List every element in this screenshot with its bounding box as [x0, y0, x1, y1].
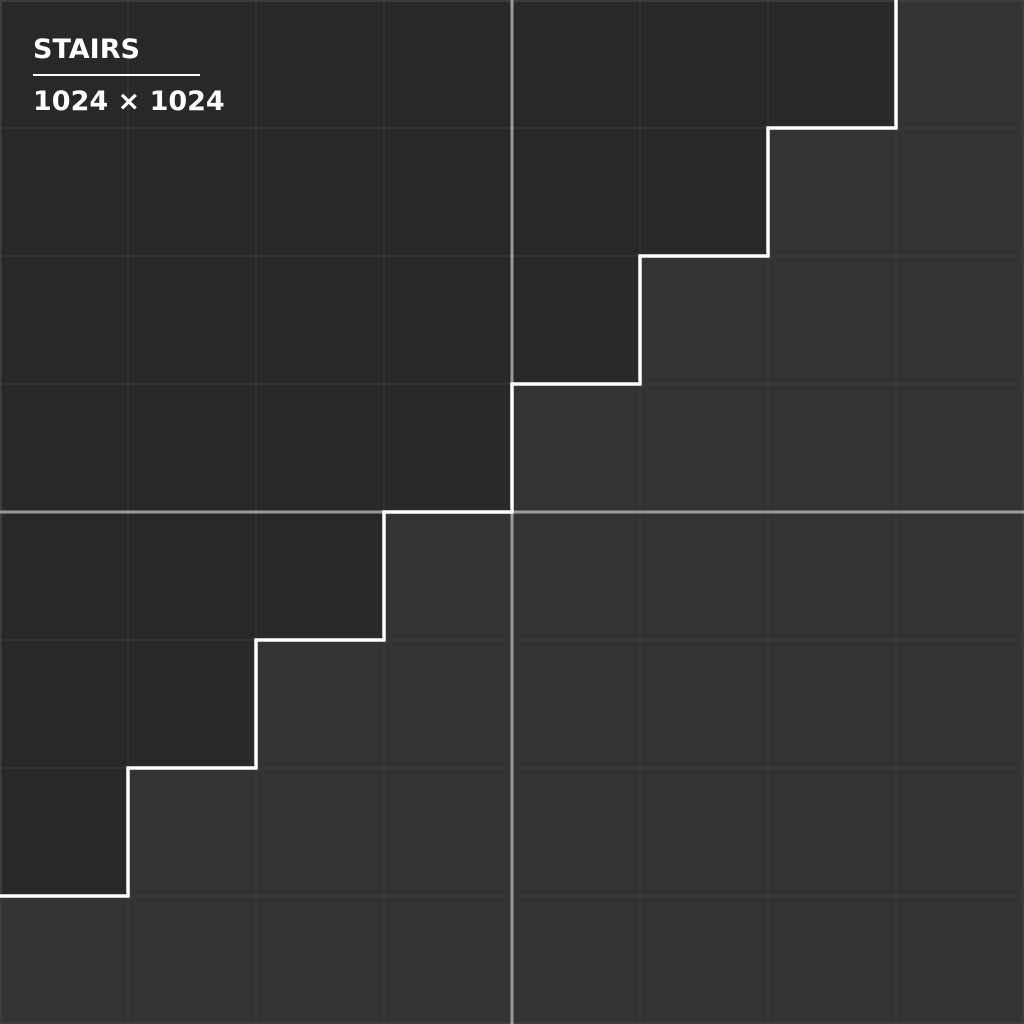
dimensions-text: 1024 × 1024 — [33, 86, 225, 117]
upper-region — [0, 0, 896, 896]
label-block: STAIRS 1024 × 1024 — [33, 30, 225, 122]
title-text: STAIRS — [33, 30, 200, 76]
stair-line — [0, 0, 898, 898]
